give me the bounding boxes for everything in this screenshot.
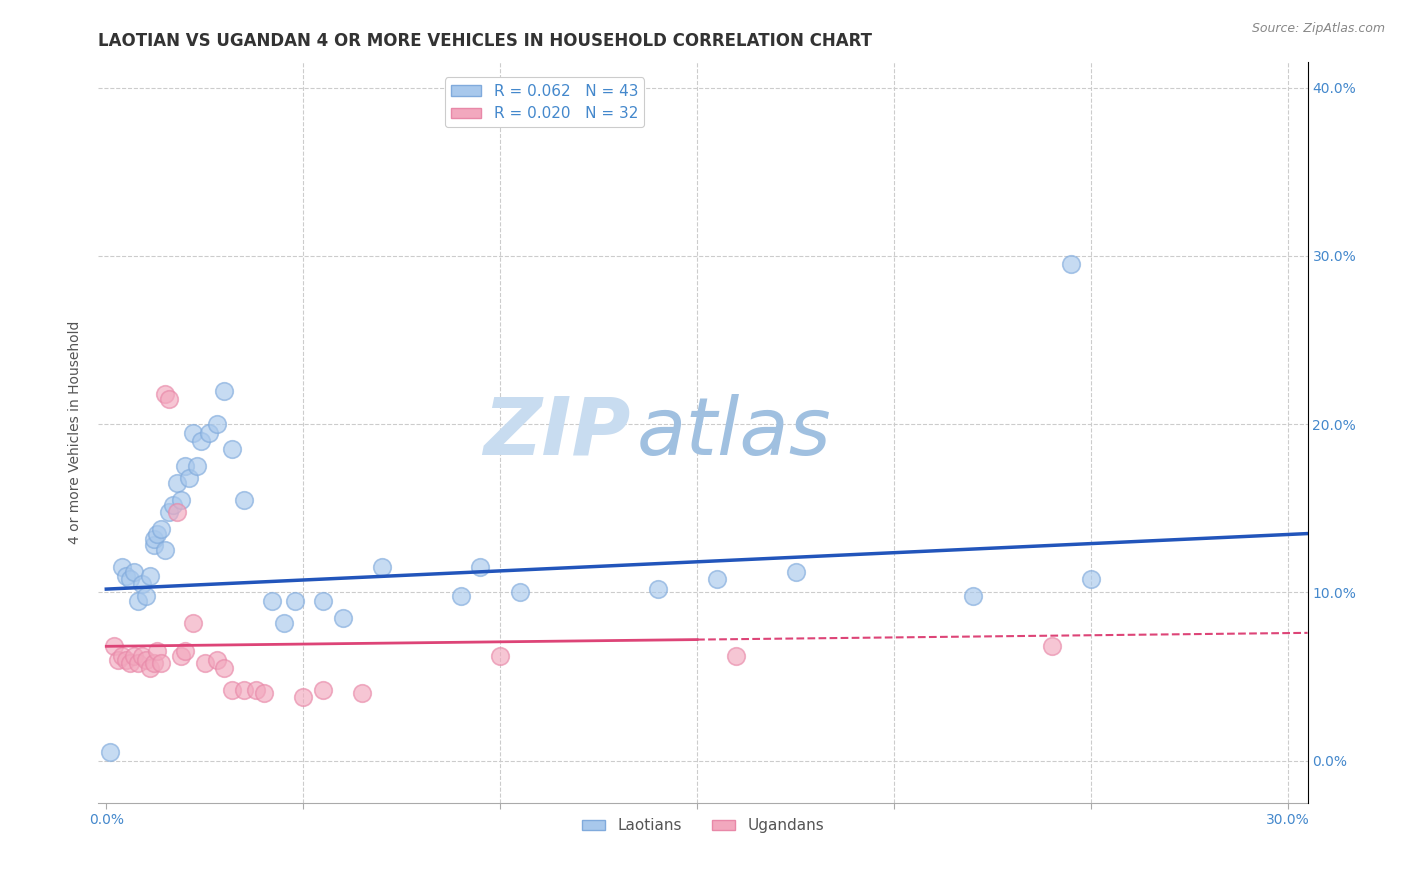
Point [142, 656, 165, 670]
Point [233, 492, 256, 507]
Point [1080, 572, 1102, 586]
Point [332, 610, 354, 624]
Point [115, 568, 138, 582]
Point [146, 526, 169, 541]
Point [233, 683, 256, 698]
Point [135, 653, 157, 667]
Point [197, 425, 219, 440]
Point [142, 538, 165, 552]
Point [166, 505, 188, 519]
Point [205, 417, 228, 432]
Point [174, 644, 197, 658]
Point [725, 649, 748, 664]
Point [221, 683, 243, 698]
Point [157, 505, 180, 519]
Point [647, 582, 669, 596]
Point [190, 434, 212, 448]
Point [785, 566, 807, 580]
Point [181, 615, 204, 630]
Point [174, 459, 197, 474]
Point [131, 577, 153, 591]
Point [1040, 640, 1063, 654]
Point [260, 594, 283, 608]
Point [142, 532, 165, 546]
Point [111, 560, 134, 574]
Point [162, 498, 184, 512]
Point [177, 471, 200, 485]
Point [284, 594, 307, 608]
Point [253, 686, 276, 700]
Point [1060, 257, 1083, 271]
Point [706, 572, 728, 586]
Point [962, 589, 984, 603]
Point [273, 615, 295, 630]
Legend: Laotians, Ugandans: Laotians, Ugandans [576, 813, 830, 839]
Point [221, 442, 243, 457]
Text: LAOTIAN VS UGANDAN 4 OR MORE VEHICLES IN HOUSEHOLD CORRELATION CHART: LAOTIAN VS UGANDAN 4 OR MORE VEHICLES IN… [98, 32, 872, 50]
Point [150, 656, 173, 670]
Point [371, 560, 394, 574]
Point [127, 594, 149, 608]
Point [118, 656, 141, 670]
Point [122, 566, 145, 580]
Y-axis label: 4 or more Vehicles in Household: 4 or more Vehicles in Household [69, 321, 83, 544]
Point [205, 653, 228, 667]
Point [103, 640, 125, 654]
Point [150, 522, 173, 536]
Point [312, 594, 335, 608]
Point [111, 649, 134, 664]
Point [98, 745, 121, 759]
Point [115, 653, 138, 667]
Point [155, 387, 177, 401]
Point [170, 492, 193, 507]
Point [352, 686, 374, 700]
Point [107, 653, 129, 667]
Point [138, 568, 160, 582]
Point [166, 476, 188, 491]
Point [118, 572, 141, 586]
Point [194, 656, 217, 670]
Point [170, 649, 193, 664]
Point [131, 649, 153, 664]
Point [186, 459, 208, 474]
Point [214, 384, 236, 398]
Point [292, 690, 315, 704]
Point [127, 656, 149, 670]
Text: atlas: atlas [637, 393, 831, 472]
Point [135, 589, 157, 603]
Point [470, 560, 492, 574]
Text: Source: ZipAtlas.com: Source: ZipAtlas.com [1251, 22, 1385, 36]
Point [181, 425, 204, 440]
Point [245, 683, 267, 698]
Point [138, 661, 160, 675]
Text: ZIP: ZIP [484, 393, 630, 472]
Point [489, 649, 512, 664]
Point [155, 543, 177, 558]
Point [214, 661, 236, 675]
Point [450, 589, 472, 603]
Point [122, 649, 145, 664]
Point [509, 585, 531, 599]
Point [312, 683, 335, 698]
Point [146, 644, 169, 658]
Point [157, 392, 180, 406]
